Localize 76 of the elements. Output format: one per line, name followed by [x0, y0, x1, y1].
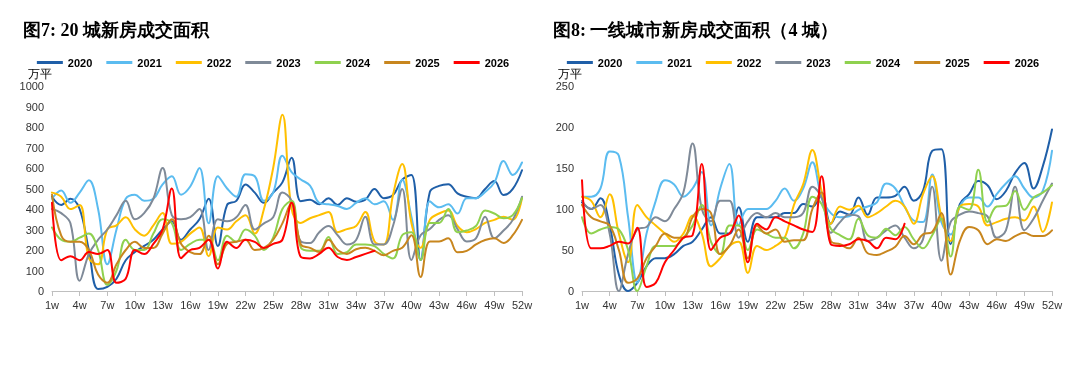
y-tick-label: 900 — [25, 100, 44, 113]
legend-label: 2020 — [67, 56, 93, 69]
chart-title: 图8: 一线城市新房成交面积（4 城） — [553, 20, 838, 40]
x-tick-label: 34w — [876, 298, 897, 311]
x-tick-label: 34w — [346, 298, 367, 311]
x-tick-label: 28w — [290, 298, 311, 311]
legend-label: 2023 — [276, 56, 301, 69]
line-series — [51, 187, 376, 284]
x-tick-label: 16w — [710, 298, 731, 311]
x-tick-label: 37w — [373, 298, 394, 311]
x-tick-label: 43w — [958, 298, 980, 311]
x-tick-label: 37w — [903, 298, 924, 311]
legend-label: 2025 — [945, 56, 970, 69]
line-series — [581, 191, 1053, 284]
x-tick-label: 43w — [428, 298, 450, 311]
x-tick-label: 22w — [235, 298, 256, 311]
x-tick-label: 10w — [124, 298, 146, 311]
y-axis-title: 万平 — [558, 67, 582, 81]
line-series — [51, 154, 523, 266]
y-tick-label: 250 — [555, 80, 574, 92]
x-tick-label: 31w — [318, 298, 339, 311]
y-tick-label: 600 — [25, 162, 44, 174]
x-tick-label: 22w — [765, 298, 786, 311]
y-tick-label: 100 — [25, 264, 44, 277]
chart-title: 图7: 20 城新房成交面积 — [23, 20, 210, 40]
x-tick-label: 19w — [207, 298, 229, 311]
x-tick-label: 40w — [931, 298, 952, 311]
x-tick-label: 49w — [484, 298, 505, 311]
x-tick-label: 4w — [602, 298, 617, 311]
x-tick-label: 25w — [793, 298, 814, 311]
y-tick-label: 200 — [555, 121, 574, 133]
x-tick-label: 46w — [456, 298, 477, 311]
y-tick-label: 400 — [25, 203, 44, 215]
y-tick-label: 150 — [555, 162, 574, 174]
x-tick-label: 7w — [630, 298, 645, 311]
x-tick-label: 13w — [152, 298, 173, 311]
x-tick-label: 49w — [1014, 298, 1035, 311]
y-tick-label: 0 — [567, 285, 574, 297]
x-tick-label: 40w — [401, 298, 422, 311]
legend-label: 2025 — [415, 56, 440, 69]
legend-label: 2026 — [484, 56, 510, 69]
x-tick-label: 4w — [72, 298, 87, 311]
x-tick-label: 19w — [737, 298, 759, 311]
line-series — [581, 162, 906, 288]
x-tick-label: 25w — [263, 298, 284, 311]
x-tick-label: 16w — [180, 298, 201, 311]
x-tick-label: 52w — [511, 298, 533, 311]
x-tick-label: 52w — [1041, 298, 1063, 311]
y-axis-title: 万平 — [28, 67, 52, 81]
y-tick-label: 800 — [25, 121, 44, 133]
x-tick-label: 28w — [820, 298, 841, 311]
legend-label: 2023 — [806, 56, 831, 69]
y-tick-label: 100 — [555, 203, 574, 215]
legend-label: 2024 — [875, 56, 902, 69]
y-tick-label: 0 — [37, 285, 44, 297]
x-tick-label: 46w — [986, 298, 1007, 311]
y-tick-label: 700 — [25, 141, 44, 154]
y-tick-label: 200 — [25, 244, 44, 256]
x-tick-label: 1w — [44, 298, 60, 311]
x-tick-label: 31w — [848, 298, 869, 311]
y-tick-label: 500 — [25, 182, 44, 195]
y-tick-label: 1000 — [19, 80, 44, 92]
legend-label: 2022 — [736, 56, 762, 69]
line-series — [51, 113, 523, 266]
y-tick-label: 300 — [25, 223, 44, 236]
legend-label: 2020 — [597, 56, 623, 69]
x-tick-label: 13w — [682, 298, 703, 311]
legend-label: 2021 — [137, 56, 162, 69]
x-tick-label: 7w — [100, 298, 115, 311]
legend-label: 2024 — [345, 56, 372, 69]
x-tick-label: 10w — [654, 298, 676, 311]
legend-label: 2022 — [206, 56, 232, 69]
legend-label: 2021 — [667, 56, 692, 69]
legend-label: 2026 — [1014, 56, 1040, 69]
x-tick-label: 1w — [574, 298, 590, 311]
y-tick-label: 50 — [561, 244, 574, 256]
